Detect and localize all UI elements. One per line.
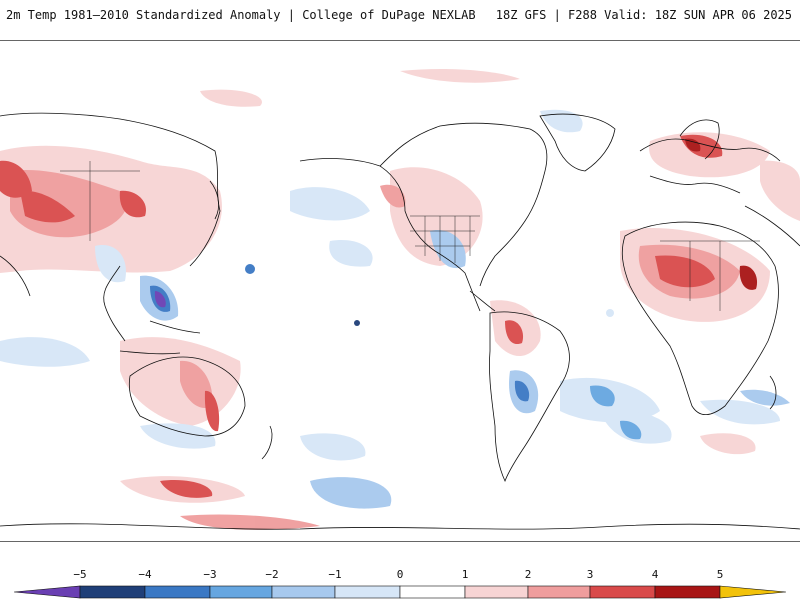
colorbar-tick-label: −1 [328,568,342,581]
colorbar-tick-label: 2 [524,568,532,581]
colorbar-segment-neg2 [271,585,336,599]
colorbar-tick-label: −2 [265,568,279,581]
colorbar-tick-label: 3 [586,568,594,581]
anomaly-fill-layer [0,68,800,530]
colorbar-segment-neg3 [209,585,273,599]
colorbar-tick-label: 0 [396,568,404,581]
colorbar-segment-zero [399,585,466,599]
colorbar-gradient [0,582,800,600]
colorbar-tick-label: 1 [461,568,469,581]
colorbar-segment-neg5 [79,585,146,599]
map-panel[interactable] [0,40,800,542]
colorbar-segment-pos3 [589,585,656,599]
border-layer [60,161,760,311]
colorbar-tick-label: 5 [716,568,724,581]
colorbar-tick-label: −5 [73,568,87,581]
anomaly-map[interactable] [0,41,800,541]
colorbar-tick-label: 4 [651,568,659,581]
colorbar: −5 −4 −3 −2 −1 0 1 2 3 4 5 [0,568,800,600]
colorbar-segment-neg4 [144,585,211,599]
colorbar-segment-pos1 [464,585,529,599]
product-title: 2m Temp 1981–2010 Standardized Anomaly |… [6,8,476,22]
max-arrow [719,585,787,599]
header: 2m Temp 1981–2010 Standardized Anomaly |… [0,0,800,30]
colorbar-tick-label: −3 [203,568,217,581]
min-arrow [13,585,81,599]
colorbar-segment-neg1 [334,585,401,599]
colorbar-segment-pos4 [654,585,721,599]
colorbar-svg [13,585,787,599]
colorbar-tick-label: −4 [138,568,152,581]
colorbar-segment-pos2 [527,585,591,599]
valid-time: 18Z GFS | F288 Valid: 18Z SUN APR 06 202… [495,8,792,22]
coastline-layer [0,112,800,530]
